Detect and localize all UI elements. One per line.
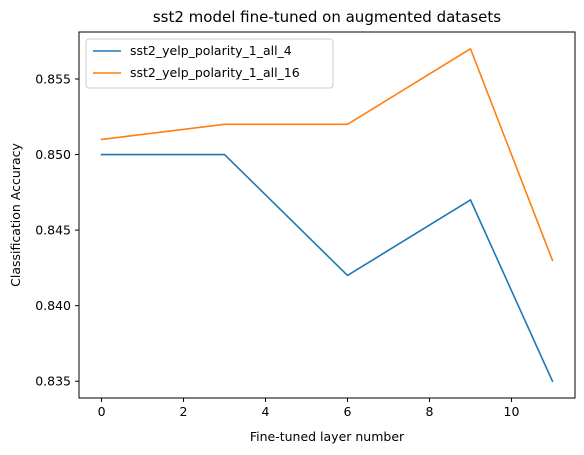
y-axis-label: Classification Accuracy [8, 143, 23, 287]
y-tick-label: 0.855 [35, 71, 71, 86]
y-tick-label: 0.835 [35, 374, 71, 389]
x-tick-label: 6 [344, 404, 352, 419]
x-tick-label: 8 [426, 404, 434, 419]
y-tick-label: 0.850 [35, 147, 71, 162]
legend-label-series-1: sst2_yelp_polarity_1_all_4 [130, 43, 292, 58]
y-axis-ticks: 0.835 0.840 0.845 0.850 0.855 [35, 71, 79, 388]
legend: sst2_yelp_polarity_1_all_4 sst2_yelp_pol… [86, 39, 333, 88]
y-tick-label: 0.840 [35, 298, 71, 313]
x-tick-label: 10 [504, 404, 520, 419]
y-tick-label: 0.845 [35, 223, 71, 238]
legend-label-series-2: sst2_yelp_polarity_1_all_16 [130, 65, 300, 80]
x-tick-label: 0 [98, 404, 106, 419]
x-axis-label: Fine-tuned layer number [250, 429, 405, 444]
chart-title: sst2 model fine-tuned on augmented datas… [153, 8, 501, 26]
x-tick-label: 4 [262, 404, 270, 419]
x-tick-label: 2 [180, 404, 188, 419]
x-axis-ticks: 0 2 4 6 8 10 [98, 398, 520, 419]
